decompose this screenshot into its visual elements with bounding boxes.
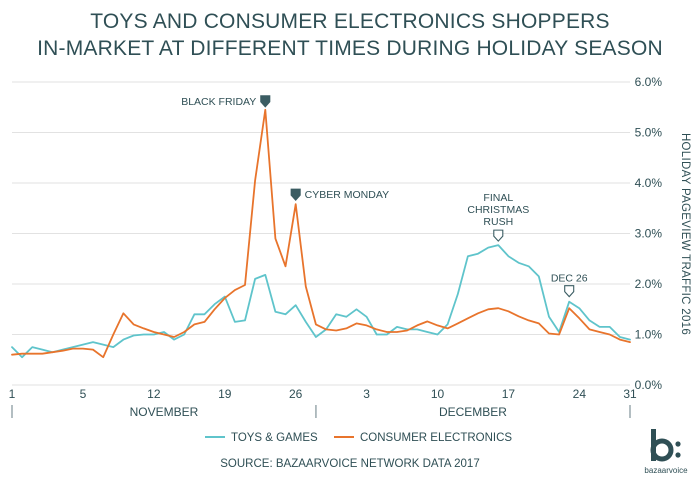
y-tick-label: 6.0% (635, 75, 663, 89)
bazaarvoice-logo-mark (648, 428, 684, 464)
y-tick-label: 3.0% (635, 227, 663, 241)
logo-text: bazaarvoice (642, 466, 690, 475)
x-tick-label: 1 (9, 387, 16, 401)
source-note: SOURCE: BAZAARVOICE NETWORK DATA 2017 (0, 458, 700, 470)
x-tick-label: 26 (289, 387, 303, 401)
x-tick-label: 17 (502, 387, 516, 401)
x-tick-label: 24 (573, 387, 587, 401)
y-axis-title: HOLIDAY PAGEVIEW TRAFFIC 2016 (679, 133, 691, 335)
month-label: DECEMBER (439, 405, 507, 419)
annotation-label-black-friday: BLACK FRIDAY (181, 96, 256, 108)
annotation-marker-black-friday (261, 96, 270, 107)
annotation-label-final-christmas-rush: CHRISTMAS (467, 204, 529, 216)
annotation-marker-final-christmas-rush (494, 230, 503, 241)
x-tick-label: 3 (363, 387, 370, 401)
annotation-marker-cyber-monday (291, 189, 300, 200)
x-tick-label: 10 (431, 387, 445, 401)
x-tick-label: 5 (80, 387, 87, 401)
month-label: NOVEMBER (130, 405, 199, 419)
y-tick-label: 1.0% (635, 328, 663, 342)
legend-label-consumer-electronics: CONSUMER ELECTRONICS (360, 432, 512, 444)
annotation-label-final-christmas-rush: RUSH (483, 216, 513, 228)
series-line-toys-games (12, 245, 630, 357)
x-tick-label: 12 (147, 387, 161, 401)
y-tick-label: 5.0% (635, 126, 663, 140)
y-tick-label: 4.0% (635, 176, 663, 190)
x-tick-label: 31 (623, 387, 637, 401)
y-tick-label: 0.0% (635, 378, 663, 392)
annotation-label-final-christmas-rush: FINAL (483, 192, 513, 204)
bazaarvoice-logo: bazaarvoice (642, 428, 690, 476)
line-chart: 0.0% 1.0% 2.0% 3.0% 4.0% 5.0% 6.0% HOLIDAY PAGE… (0, 0, 700, 482)
annotation-label-dec-26: DEC 26 (551, 273, 588, 285)
legend-label-toys-games: TOYS & GAMES (231, 432, 318, 444)
annotation-label-cyber-monday: CYBER MONDAY (305, 189, 389, 201)
annotation-marker-dec-26 (565, 286, 574, 297)
y-tick-label: 2.0% (635, 277, 663, 291)
x-tick-label: 19 (218, 387, 232, 401)
